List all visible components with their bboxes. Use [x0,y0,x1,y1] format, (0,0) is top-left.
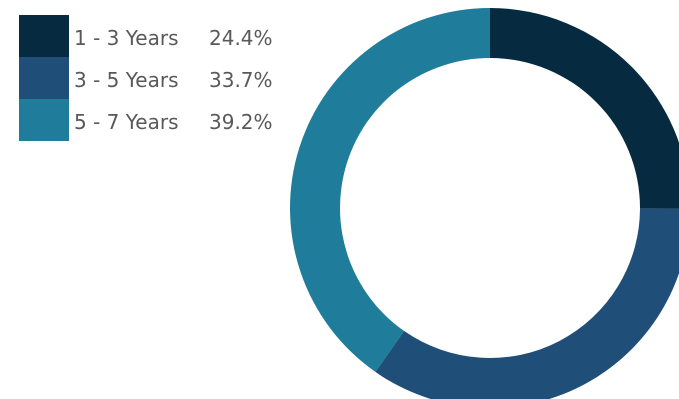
legend-label-2: 3 - 5 Years [74,68,179,92]
donut-slice-1 [490,8,679,209]
donut-slice-2 [375,208,679,399]
chart-legend: 1 - 3 Years 24.4% 3 - 5 Years 33.7% 5 - 7 Ye… [19,15,273,141]
legend-value-2: 33.7% [209,68,273,92]
donut-slice-3 [290,8,490,372]
legend-label-3: 5 - 7 Years [74,110,179,134]
donut-slices [290,8,679,399]
legend-value-3: 39.2% [209,110,273,134]
legend-swatch-2 [19,57,69,99]
legend-label-1: 1 - 3 Years [74,26,179,50]
legend-value-1: 24.4% [209,26,273,50]
legend-swatch-1 [19,15,69,57]
legend-swatch-3 [19,99,69,141]
